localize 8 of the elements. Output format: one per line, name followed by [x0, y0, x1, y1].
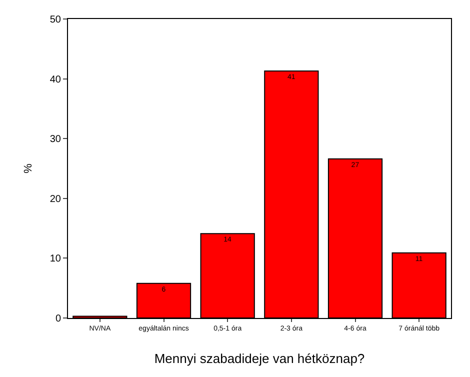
y-tick-label: 10	[50, 254, 62, 265]
y-tick-label: 30	[50, 134, 62, 146]
y-tick-label: 20	[50, 194, 62, 205]
x-axis-title: Mennyi szabadideje van hétköznap?	[154, 351, 365, 366]
y-tick-label: 50	[50, 14, 62, 26]
y-tick-label: 0	[55, 314, 62, 324]
y-axis-title: %	[22, 163, 35, 174]
y-tick-label: 40	[50, 74, 62, 86]
